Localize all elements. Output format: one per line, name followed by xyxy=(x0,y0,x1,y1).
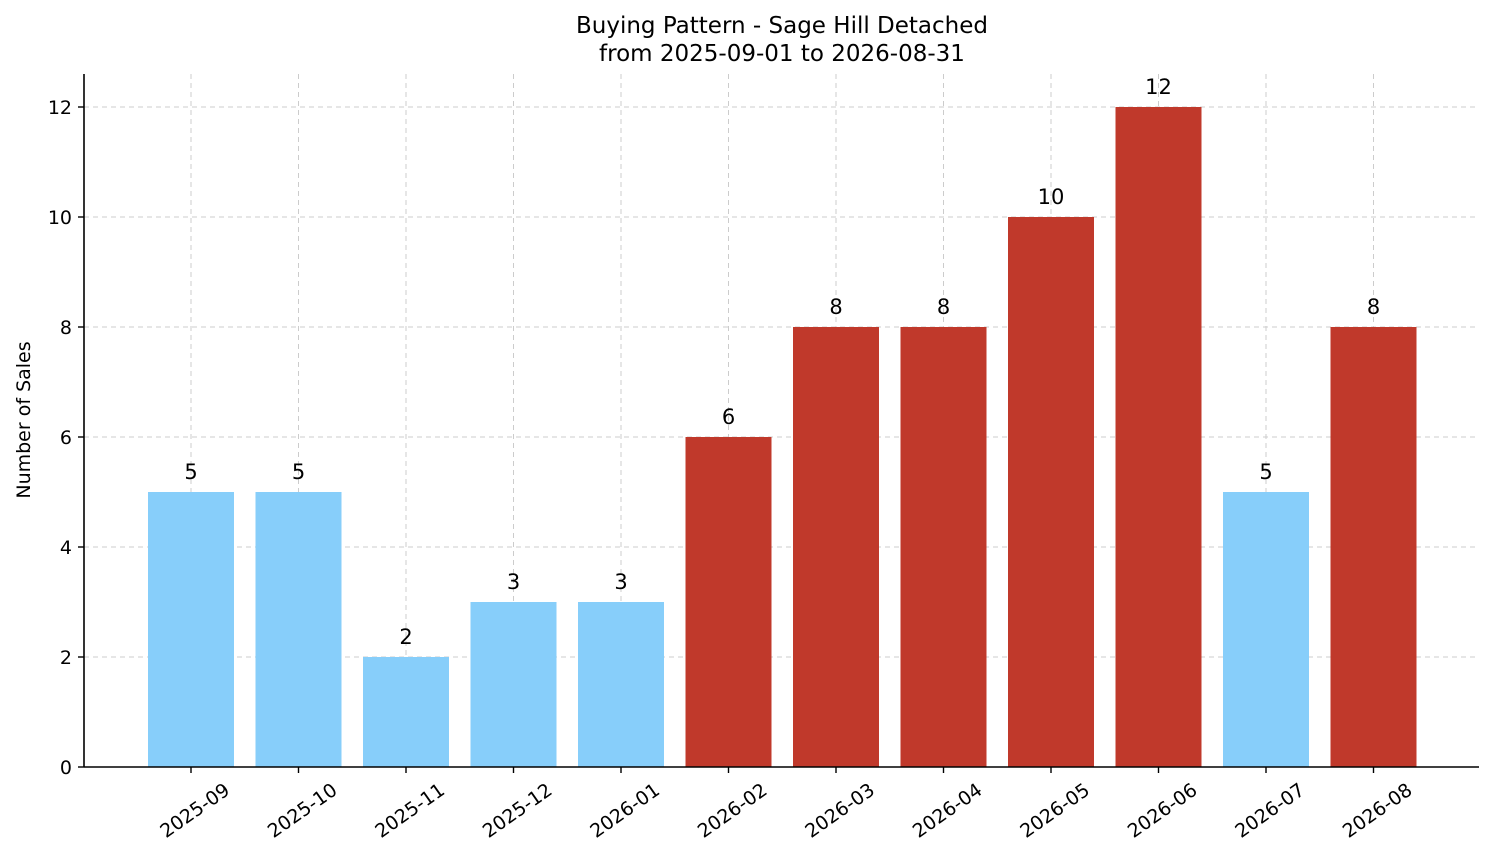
bar-value-label: 6 xyxy=(722,405,735,429)
bar xyxy=(470,602,557,767)
bar xyxy=(793,327,879,767)
y-tick-label: 12 xyxy=(48,97,72,119)
y-tick-label: 10 xyxy=(48,207,72,229)
x-tick-label: 2026-04 xyxy=(909,779,987,843)
chart-subtitle: from 2025-09-01 to 2026-08-31 xyxy=(599,41,965,67)
bar-value-label: 5 xyxy=(1259,460,1272,484)
bar xyxy=(578,602,664,767)
bar xyxy=(1330,327,1417,767)
y-axis-label: Number of Sales xyxy=(13,341,35,498)
bar-value-label: 12 xyxy=(1145,75,1172,99)
bar-value-label: 8 xyxy=(1367,295,1380,319)
x-tick-label: 2026-02 xyxy=(694,779,772,843)
bar-value-label: 5 xyxy=(292,460,305,484)
bar xyxy=(685,437,772,767)
bar xyxy=(900,327,987,767)
bar-value-label: 2 xyxy=(399,625,412,649)
bar xyxy=(1115,107,1202,767)
y-tick-label: 0 xyxy=(60,757,72,779)
bar-value-label: 5 xyxy=(184,460,197,484)
bar xyxy=(148,492,234,767)
bar xyxy=(255,492,342,767)
x-tick-label: 2025-11 xyxy=(371,779,449,843)
axes xyxy=(78,74,1479,773)
bar-value-label: 8 xyxy=(829,295,842,319)
y-tick-label: 8 xyxy=(60,317,72,339)
x-tick-label: 2026-06 xyxy=(1124,779,1202,843)
bar xyxy=(1223,492,1309,767)
bar xyxy=(1008,217,1094,767)
bar-value-label: 3 xyxy=(507,570,520,594)
y-tick-label: 2 xyxy=(60,647,72,669)
x-tick-label: 2026-08 xyxy=(1339,779,1417,843)
y-tick-label: 6 xyxy=(60,427,72,449)
x-tick-label: 2025-09 xyxy=(156,779,234,843)
bars xyxy=(148,107,1417,767)
bar-value-label: 3 xyxy=(614,570,627,594)
chart-title: Buying Pattern - Sage Hill Detached xyxy=(576,13,988,39)
x-tick-label: 2026-05 xyxy=(1016,779,1094,843)
x-tick-label: 2025-10 xyxy=(264,779,342,843)
y-tick-label: 4 xyxy=(60,537,72,559)
bar xyxy=(363,657,449,767)
x-tick-label: 2026-01 xyxy=(586,779,664,843)
x-tick-label: 2026-07 xyxy=(1231,779,1309,843)
x-tick-label: 2025-12 xyxy=(479,779,557,843)
bar-value-label: 8 xyxy=(937,295,950,319)
bar-value-label: 10 xyxy=(1038,185,1065,209)
x-tick-label: 2026-03 xyxy=(801,779,879,843)
